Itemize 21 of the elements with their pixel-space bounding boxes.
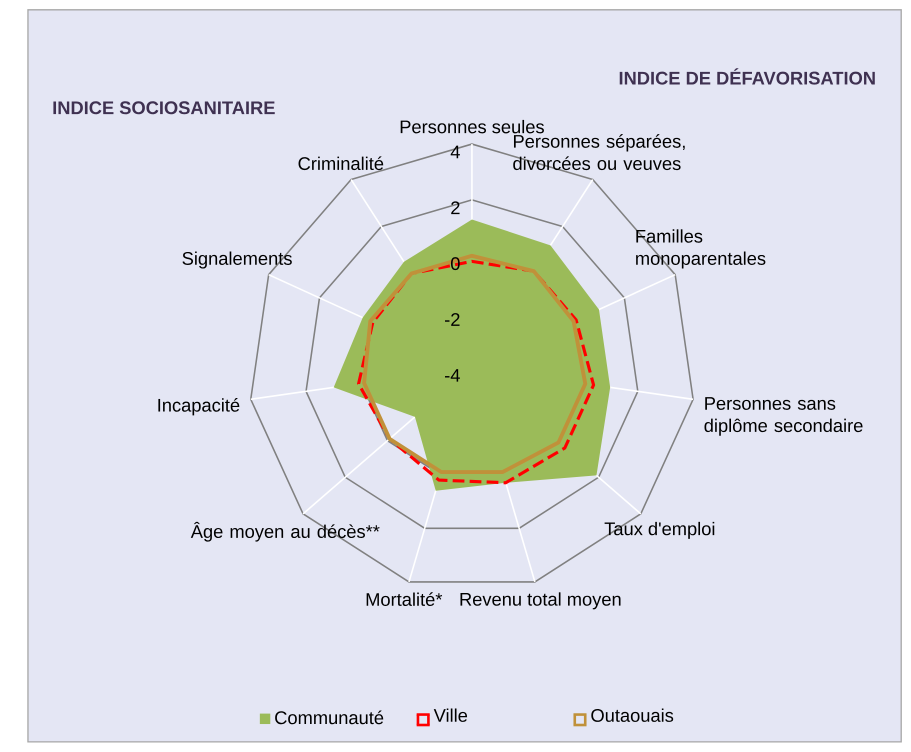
spoke-label: Personnes sans diplôme secondaire bbox=[704, 397, 863, 436]
legend-label: Ville bbox=[434, 708, 468, 722]
text: INDICE DE DÉFAVORISATION bbox=[620, 68, 875, 85]
legend-label: Outaouais bbox=[591, 708, 674, 722]
spoke-label: Personnes seules bbox=[400, 120, 544, 134]
y-tick-label: 0 bbox=[450, 257, 460, 270]
spoke-label: Âge moyen au décès** bbox=[190, 522, 380, 542]
y-tick-label: 2 bbox=[451, 202, 460, 214]
y-tick-label: -2 bbox=[445, 313, 460, 326]
y-tick-label: 4 bbox=[450, 146, 460, 158]
spoke-label: Familles monoparentales bbox=[636, 229, 766, 269]
y-tick-label: -4 bbox=[445, 369, 460, 382]
text: INDICE SOCIOSANITAIRE bbox=[53, 101, 275, 114]
spoke-label: Revenu total moyen bbox=[460, 592, 621, 610]
spoke-label: Signalements bbox=[182, 252, 292, 269]
legend-label: Communauté bbox=[275, 710, 384, 724]
spoke-label: Mortalité* bbox=[366, 592, 442, 606]
spoke-label: Personnes séparées, divorcées ou veuves bbox=[513, 134, 685, 170]
spoke-label: Criminalité bbox=[298, 156, 384, 170]
spoke-label: Taux d'emploi bbox=[604, 522, 714, 540]
spoke-label: Incapacité bbox=[158, 398, 240, 416]
